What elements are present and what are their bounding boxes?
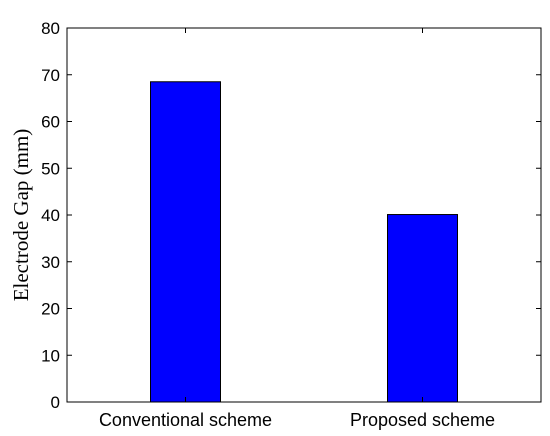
- y-tick-label: 40: [41, 206, 60, 225]
- y-tick-label: 10: [41, 346, 60, 365]
- y-tick-label: 60: [41, 113, 60, 132]
- y-tick-label: 30: [41, 253, 60, 272]
- x-axis-tick-labels: Conventional scheme Proposed scheme: [99, 28, 495, 430]
- y-tick-label: 50: [41, 159, 60, 178]
- y-tick-label: 0: [51, 393, 60, 412]
- x-tick-label: Conventional scheme: [99, 410, 272, 430]
- y-tick-label: 80: [41, 19, 60, 38]
- plot-area: [66, 27, 542, 403]
- y-tick-label: 20: [41, 300, 60, 319]
- y-axis-ticks: 0 10 20 30 40 50 60 70 80: [41, 19, 541, 412]
- bars: [150, 81, 458, 403]
- y-tick-label: 70: [41, 66, 60, 85]
- bar-0: [150, 81, 221, 403]
- x-tick-label: Proposed scheme: [350, 410, 495, 430]
- bar-1: [387, 214, 458, 403]
- y-axis-title: Electrode Gap (mm): [9, 129, 33, 302]
